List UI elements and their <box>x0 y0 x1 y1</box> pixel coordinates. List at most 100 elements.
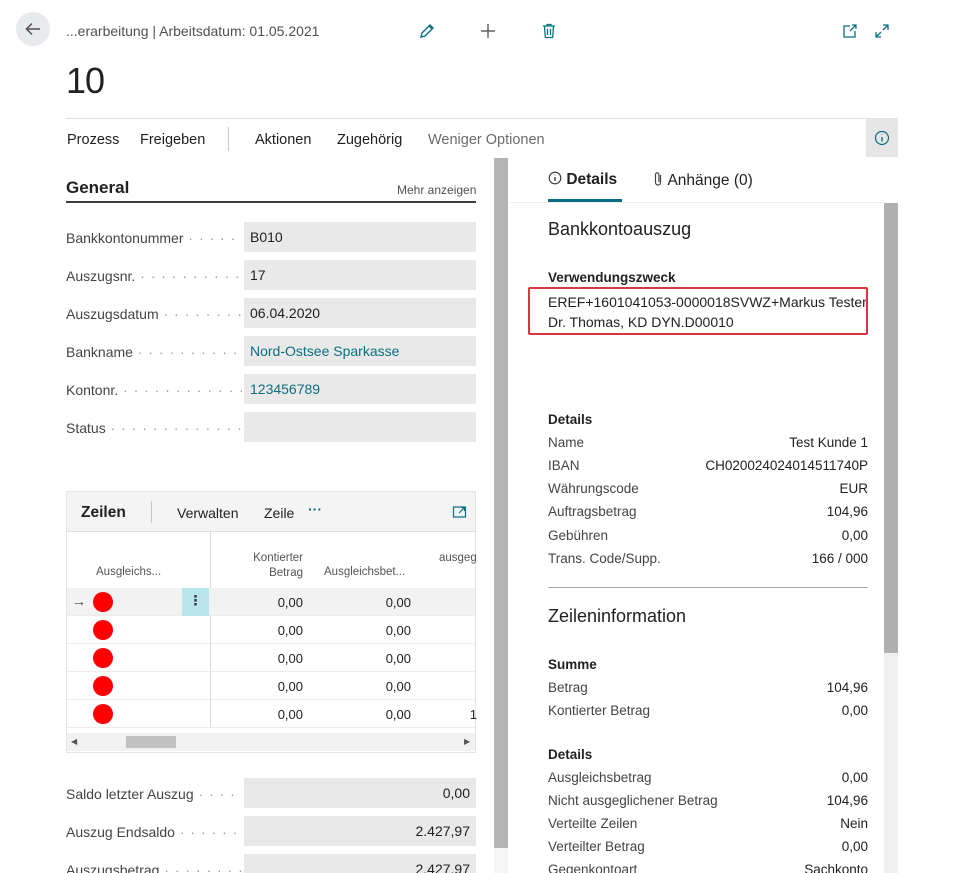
detail-row-iban: IBAN CH020024024014511740P <box>548 458 868 478</box>
action-weniger-optionen[interactable]: Weniger Optionen <box>428 132 545 148</box>
detail-key: Nicht ausgeglichener Betrag <box>548 793 718 808</box>
field-label-auszugsnr: Auszugsnr. <box>66 268 242 284</box>
field-bankname[interactable]: Nord-Ostsee Sparkasse <box>244 336 476 366</box>
column-kontierter-betrag[interactable]: Kontierter Betrag <box>253 552 303 579</box>
row-menu-button[interactable]: ⋮ <box>182 588 209 616</box>
action-freigeben[interactable]: Freigeben <box>140 132 206 148</box>
field-label-auszugsdatum: Auszugsdatum <box>66 306 242 322</box>
factbox-scrollbar-thumb[interactable] <box>884 203 898 653</box>
detail-value: Test Kunde 1 <box>789 435 868 450</box>
detail-row-auftragsbetrag: Auftragsbetrag 104,96 <box>548 504 868 524</box>
lines-popout-button[interactable] <box>452 504 468 523</box>
detail-value: 104,96 <box>826 504 868 519</box>
scroll-right-icon[interactable]: ▶ <box>464 737 471 746</box>
zeile-row-verteilter-betrag: Verteilter Betrag 0,00 <box>548 839 868 859</box>
table-row[interactable]: → ⋮ 0,00 0,00 <box>67 588 475 616</box>
label-auszug-endsaldo: Auszug Endsaldo <box>66 824 242 840</box>
back-button[interactable] <box>16 12 50 46</box>
field-label-status: Status <box>66 420 242 436</box>
field-auszugsnr[interactable]: 17 <box>244 260 476 290</box>
table-row[interactable]: 0,00 0,00 <box>67 644 475 672</box>
detail-value: Sachkonto <box>804 862 868 873</box>
cell-ausgleichsbetrag: 0,00 <box>385 707 411 722</box>
value-saldo-letzter-auszug: 0,00 <box>244 778 476 808</box>
highlight-box <box>528 287 868 335</box>
section-underline <box>66 201 476 203</box>
tab-details[interactable]: Details <box>548 171 617 189</box>
info-icon <box>548 171 562 185</box>
column-ausgleichs[interactable]: Ausgleichs... <box>96 566 162 578</box>
detail-value: EUR <box>839 481 868 496</box>
column-ausgeg[interactable]: ausgeg <box>439 552 477 564</box>
main-scrollbar-thumb[interactable] <box>494 158 508 848</box>
factbox-toggle[interactable] <box>866 119 898 157</box>
detail-value: 166 / 000 <box>811 551 868 566</box>
lines-more-options[interactable]: ··· <box>308 501 322 517</box>
detail-key: Name <box>548 435 585 450</box>
zeile-row-gegenkontoart: Gegenkontoart Sachkonto <box>548 862 868 873</box>
summe-row-kontierter-betrag: Kontierter Betrag 0,00 <box>548 703 868 723</box>
field-label-bankname: Bankname <box>66 344 242 360</box>
expand-button[interactable] <box>871 20 893 42</box>
detail-key: Betrag <box>548 680 588 695</box>
detail-row-gebuehren: Gebühren 0,00 <box>548 528 868 548</box>
cell-kontierter-betrag: 0,00 <box>277 595 303 610</box>
table-row[interactable]: 0,00 0,00 <box>67 672 475 700</box>
label-auszugsbetrag: Auszugsbetrag <box>66 862 242 873</box>
edit-button[interactable] <box>416 20 438 42</box>
show-more-link[interactable]: Mehr anzeigen <box>397 183 477 197</box>
cell-kontierter-betrag: 0,00 <box>277 679 303 694</box>
detail-key: Auftragsbetrag <box>548 504 637 519</box>
field-label-kontonr: Kontonr. <box>66 382 242 398</box>
status-dot <box>93 592 113 612</box>
value-auszug-endsaldo: 2.427,97 <box>244 816 476 846</box>
action-bar: Prozess Freigeben Aktionen Zugehörig Wen… <box>66 118 898 158</box>
detail-key: Ausgleichsbetrag <box>548 770 652 785</box>
action-prozess[interactable]: Prozess <box>67 132 120 148</box>
open-new-window-button[interactable] <box>839 20 861 42</box>
status-dot <box>93 704 113 724</box>
lines-verwalten[interactable]: Verwalten <box>177 505 239 521</box>
cell-ausgleichsbetrag: 0,00 <box>385 651 411 666</box>
detail-value: 0,00 <box>841 839 868 854</box>
detail-key: Gegenkontoart <box>548 862 638 873</box>
trash-icon <box>543 23 555 39</box>
info-icon <box>874 130 890 146</box>
status-dot <box>93 620 113 640</box>
divider <box>548 587 868 588</box>
new-button[interactable] <box>477 20 499 42</box>
status-dot <box>93 648 113 668</box>
detail-key: Verteilte Zeilen <box>548 816 638 831</box>
field-auszugsdatum[interactable]: 06.04.2020 <box>244 298 476 328</box>
open-in-new-window-icon <box>843 24 857 38</box>
column-ausgleichsbetrag[interactable]: Ausgleichsbet... <box>324 566 406 578</box>
field-bankkontonummer[interactable]: B010 <box>244 222 476 252</box>
value-auszugsbetrag: 2.427,97 <box>244 854 476 873</box>
action-zugehoerig[interactable]: Zugehörig <box>337 132 403 148</box>
field-kontonr[interactable]: 123456789 <box>244 374 476 404</box>
action-aktionen[interactable]: Aktionen <box>255 132 312 148</box>
table-row[interactable]: 0,00 0,00 1 <box>67 700 477 728</box>
detail-row-name: Name Test Kunde 1 <box>548 435 868 455</box>
horizontal-scrollbar[interactable]: ◀ ▶ <box>67 733 475 751</box>
zeile-details-title: Details <box>548 747 593 762</box>
delete-button[interactable] <box>538 20 560 42</box>
table-row[interactable]: 0,00 0,00 <box>67 616 475 644</box>
lines-title[interactable]: Zeilen <box>81 504 126 521</box>
detail-key: IBAN <box>548 458 580 473</box>
popout-icon <box>452 506 467 518</box>
scroll-left-icon[interactable]: ◀ <box>71 737 78 746</box>
paperclip-icon <box>654 172 662 186</box>
field-status[interactable] <box>244 412 476 442</box>
tab-attachments[interactable]: Anhänge (0) <box>652 171 753 190</box>
verwendungszweck-value: EREF+1601041053-0000018SVWZ+Markus Teste… <box>548 292 868 332</box>
tab-attachments-label: Anhänge (0) <box>667 172 753 189</box>
detail-value: 104,96 <box>826 680 868 695</box>
field-label-bankkontonummer: Bankkontonummer <box>66 230 242 246</box>
detail-value: Nein <box>840 816 868 831</box>
scroll-thumb[interactable] <box>126 736 176 748</box>
cell-kontierter-betrag: 0,00 <box>277 651 303 666</box>
bankkontoauszug-title: Bankkontoauszug <box>548 219 692 239</box>
general-title: General <box>66 178 130 197</box>
lines-zeile[interactable]: Zeile <box>264 505 295 521</box>
